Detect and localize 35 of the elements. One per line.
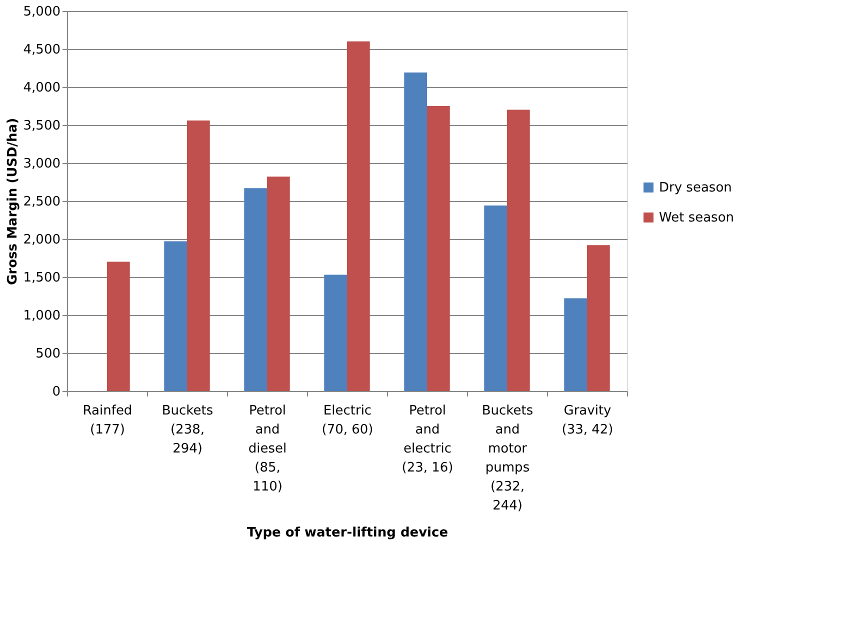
y-tick-label: 1,000 xyxy=(23,308,60,324)
x-tick-label: Rainfed (177) xyxy=(82,404,132,438)
bar xyxy=(404,72,427,391)
x-tick-label: Buckets (238, 294) xyxy=(162,404,214,456)
bar xyxy=(267,176,290,391)
legend-label: Dry season xyxy=(659,180,732,196)
bar xyxy=(507,110,530,391)
bar xyxy=(484,206,507,391)
y-axis-title: Gross Margin (USD/ha) xyxy=(5,118,20,286)
y-tick-label: 5,000 xyxy=(23,4,60,20)
y-tick-label: 2,500 xyxy=(23,194,60,210)
bar xyxy=(347,41,370,391)
x-tick-label: Petrol and electric (23, 16) xyxy=(402,404,454,476)
bar xyxy=(324,274,347,391)
bar xyxy=(164,241,187,391)
x-tick-label: Gravity (33, 42) xyxy=(562,404,614,438)
x-tick-label: Electric (70, 60) xyxy=(322,404,374,438)
y-tick-label: 4,500 xyxy=(23,42,60,58)
y-tick-label: 3,500 xyxy=(23,118,60,134)
bar xyxy=(427,106,450,391)
x-tick-label: Buckets and motor pumps (232, 244) xyxy=(482,404,534,514)
legend-label: Wet season xyxy=(659,210,734,226)
bar xyxy=(587,245,610,391)
y-tick-label: 3,000 xyxy=(23,156,60,172)
bar xyxy=(187,120,210,391)
y-tick-label: 1,500 xyxy=(23,270,60,286)
bar xyxy=(107,262,130,391)
bar xyxy=(244,188,267,391)
x-tick-label: Petrol and diesel (85, 110) xyxy=(248,404,287,494)
y-tick-label: 2,000 xyxy=(23,232,60,248)
y-tick-label: 500 xyxy=(36,346,60,362)
bar xyxy=(564,298,587,391)
y-tick-label: 4,000 xyxy=(23,80,60,96)
x-axis-title: Type of water-lifting device xyxy=(246,526,448,540)
y-tick-label: 0 xyxy=(52,384,60,400)
